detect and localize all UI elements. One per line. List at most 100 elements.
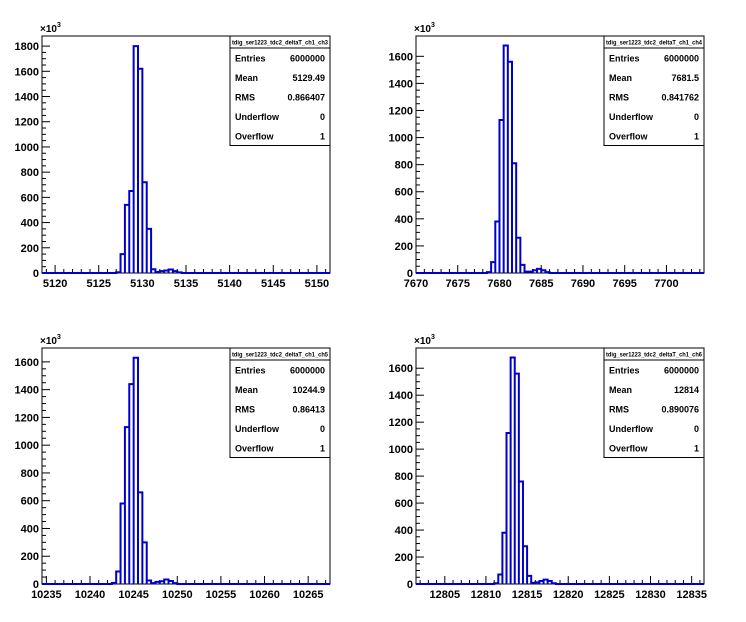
stat-value-rms: 0.866407 <box>287 92 325 102</box>
stats-box-frame <box>603 347 705 458</box>
histogram-bin <box>527 576 531 584</box>
histogram-bin <box>142 542 146 584</box>
y-tick-label: 800 <box>21 468 39 480</box>
x-tick-label: 5145 <box>261 278 285 290</box>
histogram-bin <box>516 238 520 273</box>
stat-label-mean: Mean <box>609 385 632 395</box>
x-tick-label: 10240 <box>75 589 106 601</box>
histogram-bin <box>491 262 495 273</box>
y-tick-label: 200 <box>395 552 413 564</box>
stat-value-mean: 12814 <box>674 385 699 395</box>
stat-value-overflow: 1 <box>320 443 325 453</box>
histogram-panel-1: 0 200 400 600 800 1000 1200 1400 1600 1800 5120 512… <box>15 22 331 290</box>
histogram-bin <box>504 45 508 273</box>
x-tick-label: 12820 <box>553 589 584 601</box>
stat-value-overflow: 1 <box>694 131 699 141</box>
histogram-bin <box>499 120 503 273</box>
histogram-bin <box>539 581 543 584</box>
histogram-bin <box>155 582 159 584</box>
stat-label-underflow: Underflow <box>235 424 280 434</box>
histogram-bin <box>147 229 151 273</box>
histogram-bin <box>507 433 511 584</box>
stat-value-entries: 6000000 <box>664 365 699 375</box>
x-tick-label: 5135 <box>174 278 198 290</box>
y-tick-label: 1600 <box>15 357 39 369</box>
x-tick-label: 12835 <box>676 589 707 601</box>
stat-value-mean: 5129.49 <box>292 73 325 83</box>
y-exponent-label: ×103 <box>414 334 435 347</box>
y-tick-label: 1000 <box>389 133 413 145</box>
stats-box-title: tdig_ser1223_tdc2_deltaT_ch1_ch3 <box>232 41 329 47</box>
x-tick-label: 10265 <box>293 589 324 601</box>
stats-box-title: tdig_ser1223_tdc2_deltaT_ch1_ch5 <box>232 353 329 359</box>
y-tick-label: 0 <box>33 268 39 280</box>
histogram-bin <box>498 575 502 584</box>
stat-label-underflow: Underflow <box>609 424 654 434</box>
y-tick-label: 1400 <box>15 385 39 397</box>
y-tick-label: 1000 <box>389 444 413 456</box>
stats-box: tdig_ser1223_tdc2_deltaT_ch1_ch6 Entries 6… <box>603 347 705 458</box>
x-tick-label: 10235 <box>31 589 62 601</box>
histogram-bin <box>525 272 529 273</box>
histogram-bin <box>125 427 129 584</box>
histogram-bin <box>151 583 155 584</box>
stats-box-frame <box>603 35 705 146</box>
y-tick-label: 1600 <box>389 363 413 375</box>
stats-box-title: tdig_ser1223_tdc2_deltaT_ch1_ch6 <box>606 353 703 359</box>
stat-value-entries: 6000000 <box>290 53 325 63</box>
histogram-bin <box>169 269 173 273</box>
x-tick-label: 7675 <box>445 278 469 290</box>
stat-label-overflow: Overflow <box>609 443 649 453</box>
y-tick-label: 600 <box>21 496 39 508</box>
histogram-outline <box>42 45 330 274</box>
histogram-bin <box>151 269 155 273</box>
x-tick-label: 5120 <box>43 278 67 290</box>
histogram-panel-3: 0 200 400 600 800 1000 1200 1400 1600 10235 10240 1… <box>15 334 331 601</box>
histogram-bin <box>142 182 146 273</box>
histogram-bin <box>508 62 512 273</box>
stat-label-entries: Entries <box>609 365 640 375</box>
y-exponent-label: ×103 <box>40 22 61 35</box>
stat-label-overflow: Overflow <box>235 131 275 141</box>
x-tick-label: 12810 <box>471 589 502 601</box>
stat-label-rms: RMS <box>609 92 629 102</box>
x-tick-label: 7700 <box>654 278 678 290</box>
stat-value-rms: 0.86413 <box>292 404 325 414</box>
stat-label-mean: Mean <box>235 73 258 83</box>
stat-label-rms: RMS <box>235 92 255 102</box>
histogram-bin <box>511 357 515 584</box>
histogram-bin <box>173 583 177 584</box>
y-tick-label: 400 <box>395 214 413 226</box>
x-tick-label: 7680 <box>487 278 511 290</box>
stats-box-frame <box>229 35 331 146</box>
stats-box: tdig_ser1223_tdc2_deltaT_ch1_ch5 Entries 6… <box>229 347 331 458</box>
histogram-bin <box>116 272 120 273</box>
stat-value-overflow: 1 <box>694 443 699 453</box>
y-tick-label: 800 <box>21 167 39 179</box>
histogram-bin <box>129 384 133 584</box>
histogram-bin <box>495 222 499 273</box>
histogram-bin <box>164 270 168 273</box>
x-tick-label: 10245 <box>118 589 149 601</box>
histogram-bin <box>523 546 527 584</box>
histogram-bin <box>533 270 537 273</box>
histogram-bin <box>515 374 519 584</box>
x-tick-label: 7685 <box>529 278 553 290</box>
histogram-bin <box>487 272 491 273</box>
histogram-bin <box>134 358 138 584</box>
stats-box: tdig_ser1223_tdc2_deltaT_ch1_ch4 Entries 6… <box>603 35 705 146</box>
x-tick-label: 5140 <box>217 278 241 290</box>
y-tick-label: 1400 <box>389 390 413 402</box>
stats-box-title: tdig_ser1223_tdc2_deltaT_ch1_ch4 <box>606 41 703 47</box>
stat-label-overflow: Overflow <box>235 443 275 453</box>
histogram-outline <box>42 356 330 585</box>
stat-value-underflow: 0 <box>694 112 699 122</box>
stat-label-underflow: Underflow <box>235 112 280 122</box>
y-tick-label: 200 <box>21 243 39 255</box>
histogram-bin <box>520 265 524 273</box>
y-tick-label: 1000 <box>15 440 39 452</box>
y-tick-label: 400 <box>395 525 413 537</box>
x-tick-label: 10250 <box>162 589 193 601</box>
y-tick-label: 1000 <box>15 142 39 154</box>
